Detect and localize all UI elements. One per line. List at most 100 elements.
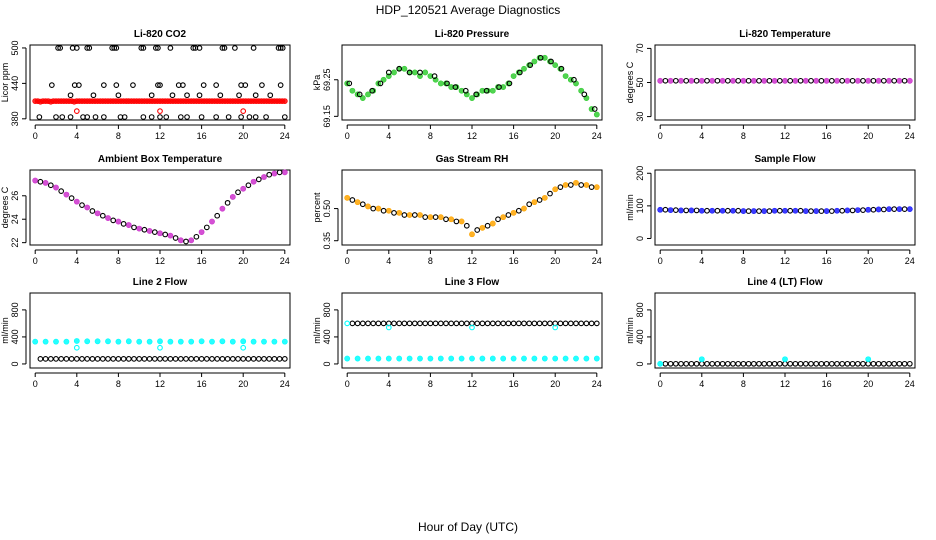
chart-panel: Li-820 Temperature 0 4 8 12 16 20 24 30 50 70degre… xyxy=(625,29,916,141)
data-point xyxy=(724,207,731,214)
data-point xyxy=(578,87,585,94)
data-point xyxy=(541,194,548,201)
data-point xyxy=(276,356,283,362)
data-point xyxy=(157,338,163,345)
data-point xyxy=(94,210,101,217)
data-point xyxy=(151,356,158,362)
data-point xyxy=(427,355,434,362)
x-tick-label: 16 xyxy=(197,379,207,389)
data-point xyxy=(281,98,288,105)
data-point xyxy=(365,91,371,98)
data-point xyxy=(473,91,480,98)
chart-panel: Sample Flow 0 4 8 12 16 20 24 0 100 200 ml/min xyxy=(625,154,916,266)
data-point xyxy=(797,207,804,214)
x-tick-label: 20 xyxy=(550,256,560,266)
data-point xyxy=(458,87,465,94)
x-tick-label: 20 xyxy=(238,256,248,266)
data-point xyxy=(188,356,195,362)
data-point xyxy=(198,338,205,345)
data-point xyxy=(162,356,169,362)
y-tick-label: 440 xyxy=(10,76,20,91)
data-point xyxy=(196,45,203,51)
data-point xyxy=(252,114,259,120)
data-point xyxy=(73,356,80,362)
data-point xyxy=(250,356,257,362)
panel-title: Li-820 Pressure xyxy=(435,29,510,40)
data-point xyxy=(547,320,553,327)
data-point xyxy=(76,82,82,89)
data-point xyxy=(672,77,679,84)
data-point xyxy=(105,338,111,345)
data-point xyxy=(190,45,197,51)
data-point xyxy=(146,356,153,362)
data-point xyxy=(151,229,158,235)
x-tick-label: 12 xyxy=(780,379,790,389)
data-point xyxy=(396,65,403,72)
data-point xyxy=(245,182,252,189)
data-point xyxy=(356,91,363,98)
data-point xyxy=(359,201,366,208)
data-point xyxy=(344,320,351,327)
data-point xyxy=(225,114,232,120)
data-point xyxy=(68,195,75,201)
data-point xyxy=(531,58,538,65)
data-point xyxy=(474,320,481,327)
y-tick-label: 70 xyxy=(635,43,645,53)
data-point xyxy=(688,207,695,214)
data-point xyxy=(896,206,903,213)
data-point xyxy=(271,170,278,177)
y-axis-label: percent xyxy=(312,192,322,223)
data-point xyxy=(463,320,470,327)
data-point xyxy=(531,199,538,206)
data-point xyxy=(693,360,700,367)
data-point xyxy=(417,355,423,362)
data-point xyxy=(875,77,882,84)
y-tick-label: 69.25 xyxy=(322,68,332,91)
data-point xyxy=(782,77,788,84)
data-point xyxy=(59,114,66,120)
data-point xyxy=(573,179,579,186)
data-point xyxy=(42,356,49,362)
data-point xyxy=(55,45,61,51)
data-point xyxy=(406,355,413,362)
data-point xyxy=(125,338,132,345)
data-point xyxy=(479,320,486,327)
data-point xyxy=(662,77,669,84)
data-point xyxy=(688,360,695,367)
data-point xyxy=(281,114,288,120)
data-point xyxy=(735,77,742,84)
data-point xyxy=(782,356,788,363)
data-point xyxy=(411,320,418,327)
data-point xyxy=(375,205,382,212)
data-point xyxy=(521,355,527,362)
data-point xyxy=(552,324,559,331)
data-point xyxy=(860,77,866,84)
data-point xyxy=(148,114,155,120)
x-tick-label: 20 xyxy=(863,256,873,266)
data-point xyxy=(662,360,669,367)
x-tick-label: 24 xyxy=(905,379,915,389)
y-axis-label: ml/min xyxy=(312,317,322,344)
data-point xyxy=(505,212,512,218)
data-point xyxy=(125,222,132,228)
data-point xyxy=(157,114,163,120)
data-point xyxy=(880,77,887,84)
x-tick-label: 4 xyxy=(74,131,79,141)
data-point xyxy=(896,77,903,84)
y-tick-label: 800 xyxy=(635,302,645,317)
data-point xyxy=(593,320,600,327)
x-tick-label: 8 xyxy=(116,131,121,141)
y-tick-label: 26 xyxy=(10,191,20,201)
x-tick-label: 8 xyxy=(116,379,121,389)
data-point xyxy=(411,69,418,76)
y-tick-label: 100 xyxy=(635,198,645,213)
x-tick-label: 0 xyxy=(658,379,663,389)
data-point xyxy=(427,73,434,79)
data-point xyxy=(67,114,74,120)
data-point xyxy=(516,69,523,76)
data-point xyxy=(396,209,403,216)
data-point xyxy=(136,225,143,232)
data-point xyxy=(573,355,579,362)
